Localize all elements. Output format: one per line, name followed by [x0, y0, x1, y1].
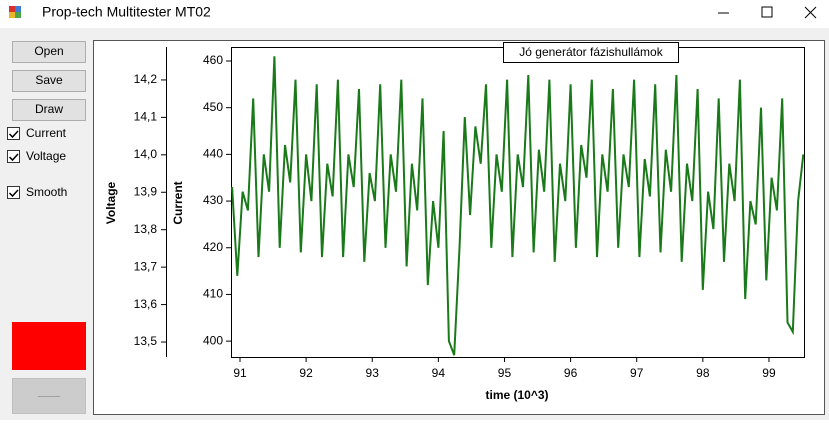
x-axis-label: time (10^3): [485, 388, 548, 402]
y2-tick-label: 14,2: [134, 72, 158, 86]
y-tick-label: 450: [203, 100, 223, 114]
checkbox[interactable]: [7, 150, 20, 163]
y-tick-label: 420: [203, 240, 223, 254]
y-tick-label: 440: [203, 147, 223, 161]
y2-tick-label: 14,0: [134, 147, 158, 161]
x-tick-label: 98: [696, 366, 710, 380]
y2-axis-label: Voltage: [104, 181, 118, 224]
x-tick-label: 91: [233, 366, 247, 380]
checkbox-check: [8, 130, 19, 139]
maximize-button[interactable]: [761, 6, 773, 18]
y-tick-label: 460: [203, 53, 223, 67]
button-label: Save: [35, 73, 63, 87]
x-tick-label: 96: [564, 366, 578, 380]
checkbox-check: [8, 153, 19, 162]
checkbox-label: Current: [26, 126, 67, 140]
y2-tick-label: 13,8: [134, 222, 158, 236]
y2-tick-label: 13,7: [134, 259, 158, 273]
app-icon: [9, 6, 21, 18]
chart-panel: [93, 40, 825, 415]
y2-tick-label: 13,9: [134, 184, 158, 198]
title-bar: [0, 0, 829, 28]
button[interactable]: [12, 41, 86, 63]
chart-title: Jó generátor fázishullámok: [519, 45, 663, 59]
window-title: Prop-tech Multitester MT02: [42, 4, 211, 20]
side-panel: Open Save Draw Current Voltage Smooth: [7, 41, 86, 199]
checkbox[interactable]: [7, 186, 20, 199]
y-tick-label: 400: [203, 333, 223, 347]
x-tick-label: 92: [299, 366, 313, 380]
status-indicator: [12, 322, 86, 370]
y2-tick-label: 14,1: [134, 110, 158, 124]
current-line: [231, 56, 805, 356]
y-tick-label: 430: [203, 193, 223, 207]
x-tick-label: 94: [432, 366, 446, 380]
checkbox-label: Smooth: [26, 185, 67, 199]
button-label: Open: [34, 44, 63, 58]
y2-tick-label: 13,5: [134, 334, 158, 348]
close-button[interactable]: [804, 6, 817, 19]
button[interactable]: [12, 70, 86, 92]
y-tick-label: 410: [203, 287, 223, 301]
checkbox-label: Voltage: [26, 149, 66, 163]
y2-tick-label: 13,6: [134, 297, 158, 311]
checkbox-check: [8, 189, 19, 198]
y-axis-label: Current: [171, 181, 185, 224]
x-tick-label: 97: [630, 366, 644, 380]
chart-title-box: [503, 42, 679, 63]
x-tick-label: 93: [366, 366, 380, 380]
x-tick-label: 99: [762, 366, 776, 380]
button[interactable]: [12, 99, 86, 121]
button-label: Draw: [35, 102, 63, 116]
checkbox[interactable]: [7, 127, 20, 140]
x-tick-label: 95: [498, 366, 512, 380]
